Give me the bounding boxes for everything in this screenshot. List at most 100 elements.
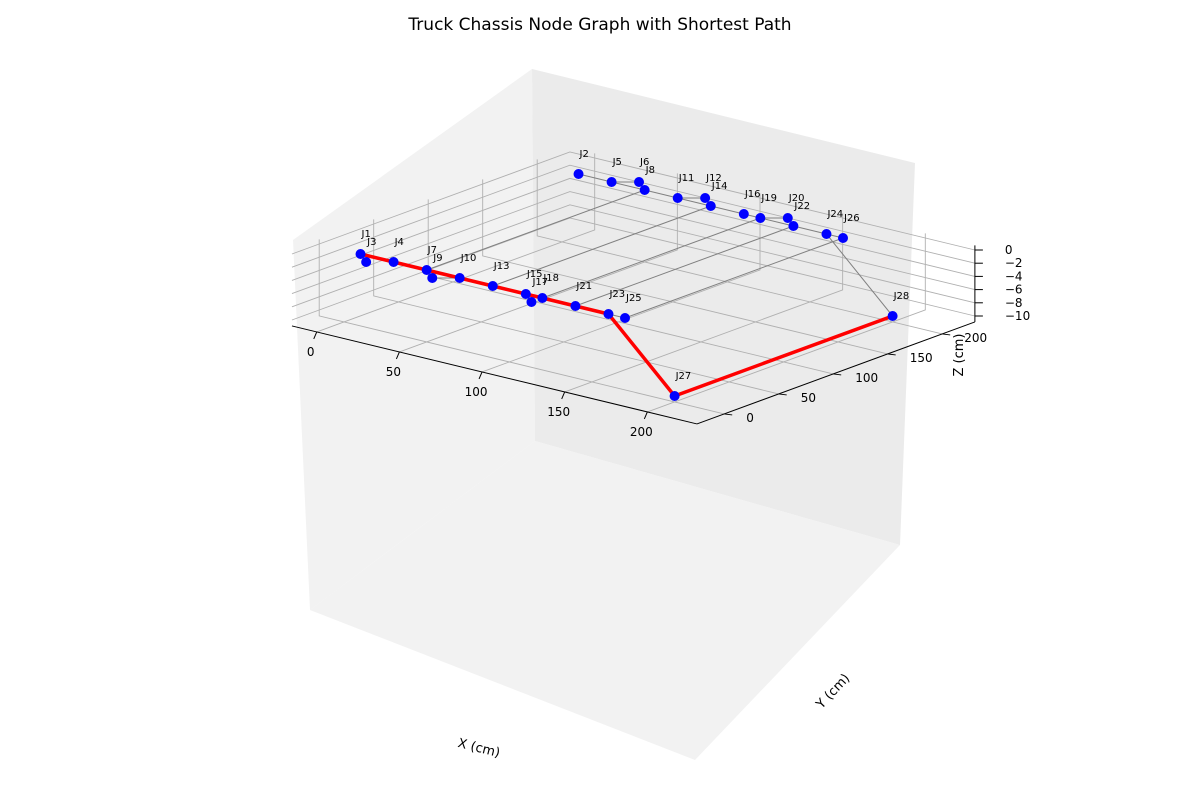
y-tick-mark-1 <box>778 393 787 396</box>
y-tick-label-1: 50 <box>801 391 816 405</box>
z-tick-label-5: −10 <box>1005 309 1030 323</box>
y-axis-label: Y (cm) <box>813 671 853 713</box>
z-tick-label-4: −8 <box>1005 296 1023 310</box>
node-J27 <box>669 391 680 401</box>
edge-J5-J8 <box>611 181 645 191</box>
node-label-J7: J7 <box>427 245 437 256</box>
y-tick-label-3: 150 <box>910 351 933 365</box>
node-label-J8: J8 <box>645 165 655 176</box>
node-J24 <box>821 229 832 239</box>
y-tick-mark-4 <box>942 333 951 336</box>
node-label-J27: J27 <box>675 371 692 382</box>
node-label-J3: J3 <box>366 237 376 248</box>
node-label-J1: J1 <box>361 229 371 240</box>
path-edge-J23-J27 <box>606 312 677 398</box>
path-edge-J18-J21 <box>540 296 578 308</box>
node-J25 <box>620 313 631 323</box>
path-edge-J13-J15 <box>491 284 528 296</box>
node-label-J20: J20 <box>788 193 805 204</box>
node-J21 <box>570 301 581 311</box>
node-J23 <box>603 309 614 319</box>
x-tick-mark-1 <box>395 351 400 360</box>
node-J3 <box>361 257 372 267</box>
pane-back <box>532 69 915 545</box>
shortest-path <box>358 252 895 398</box>
x-tick-mark-2 <box>478 371 483 380</box>
node-label-J14: J14 <box>711 181 728 192</box>
chart-title: Truck Chassis Node Graph with Shortest P… <box>407 15 791 35</box>
x-tick-mark-4 <box>643 411 648 420</box>
node-J22 <box>788 221 799 231</box>
edge-J19-J22 <box>760 217 794 227</box>
edge-J18-J19 <box>542 217 761 299</box>
x-tick-mark-0 <box>313 331 318 340</box>
node-label-J6: J6 <box>639 157 649 168</box>
node-J11 <box>672 193 683 203</box>
node-label-J21: J21 <box>575 281 592 292</box>
node-J20 <box>782 213 793 223</box>
y-tick-label-2: 100 <box>855 371 878 385</box>
x-tick-mark-3 <box>561 391 566 400</box>
path-edge-J7-J10 <box>424 268 462 280</box>
edge-J8-J11 <box>644 189 678 199</box>
node-J16 <box>738 209 749 219</box>
edge-J13-J14 <box>492 205 711 287</box>
node-label-J23: J23 <box>608 289 625 300</box>
node-label-J2: J2 <box>579 149 589 160</box>
node-label-J12: J12 <box>705 173 722 184</box>
edge-J7-J8 <box>426 189 645 271</box>
edge-J24-J28 <box>826 233 893 317</box>
x-tick-label-2: 100 <box>465 385 488 399</box>
pane-floor <box>310 441 900 760</box>
edge-J22-J24 <box>793 225 827 235</box>
path-edge-J4-J7 <box>391 260 429 272</box>
x-tick-label-1: 50 <box>386 365 401 379</box>
path-edge-J10-J13 <box>457 276 495 288</box>
node-label-J11: J11 <box>678 173 695 184</box>
edge-J14-J16 <box>710 205 744 215</box>
grid-line-z-4 <box>291 204 975 308</box>
node-J4 <box>388 257 399 267</box>
path-edge-J1-J4 <box>358 252 396 264</box>
y-tick-mark-2 <box>833 373 842 376</box>
y-axis-line <box>696 321 976 425</box>
node-label-J4: J4 <box>394 237 404 248</box>
edge-J2-J5 <box>578 173 612 183</box>
node-J18 <box>537 293 548 303</box>
node-J2 <box>573 169 584 179</box>
node-J9 <box>427 273 438 283</box>
path-edge-J27-J28 <box>672 314 895 398</box>
node-label-J9: J9 <box>432 253 442 264</box>
z-tick-label-3: −6 <box>1005 283 1023 297</box>
path-edge-J21-J23 <box>573 304 611 316</box>
y-tick-mark-3 <box>887 353 896 356</box>
node-label-J10: J10 <box>460 253 477 264</box>
node-label-J22: J22 <box>793 201 810 212</box>
node-J26 <box>838 233 849 243</box>
z-tick-label-2: −4 <box>1005 269 1023 283</box>
y-tick-mark-0 <box>724 413 733 416</box>
z-axis-label: Z (cm) <box>952 334 967 377</box>
grid-line-z-1 <box>291 164 975 268</box>
edge-J11-J14 <box>677 197 711 207</box>
grid-line-z-5 <box>291 217 975 321</box>
node-J10 <box>454 273 465 283</box>
node-label-J13: J13 <box>493 261 510 272</box>
y-tick-label-0: 0 <box>746 411 754 425</box>
node-label-J16: J16 <box>744 189 761 200</box>
grid-line-y-1 <box>373 219 779 395</box>
x-axis-label: X (cm) <box>456 736 501 761</box>
node-J12 <box>700 193 711 203</box>
x-tick-label-3: 150 <box>547 405 570 419</box>
node-label-J15: J15 <box>526 269 543 280</box>
node-label-J24: J24 <box>826 209 843 220</box>
node-label-J26: J26 <box>843 213 860 224</box>
node-J15 <box>520 289 531 299</box>
x-axis-line <box>291 325 698 425</box>
node-label-J17: J17 <box>531 277 548 288</box>
x-tick-label-0: 0 <box>307 345 315 359</box>
node-label-J28: J28 <box>893 291 910 302</box>
